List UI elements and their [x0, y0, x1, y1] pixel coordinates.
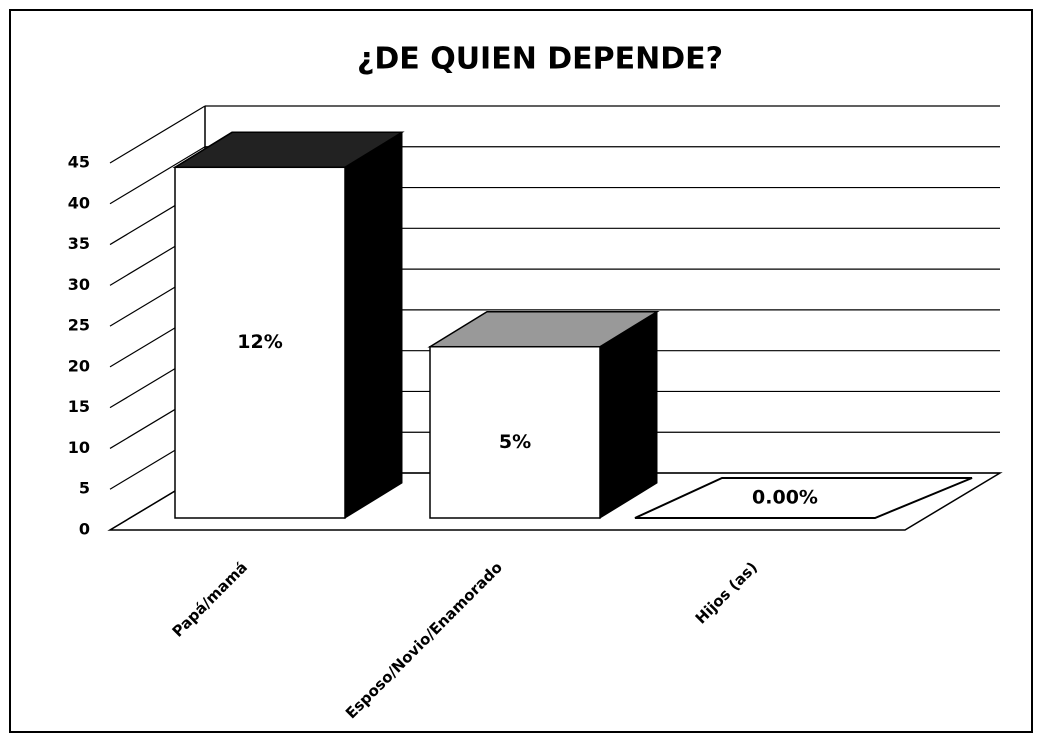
data-annotation: 0.00%: [752, 487, 818, 509]
y-tick-label: 35: [68, 234, 90, 253]
bar: [427, 310, 660, 519]
y-tick-label: 40: [68, 193, 90, 212]
y-tick-label: 10: [68, 438, 90, 457]
side-grid-line: [109, 146, 206, 205]
y-tick-label: 0: [79, 520, 90, 539]
y-tick-label: 30: [68, 275, 90, 294]
y-tick-label: 25: [68, 316, 90, 335]
bar-front: [429, 345, 601, 519]
y-tick-label: 45: [68, 153, 90, 172]
y-tick-label: 15: [68, 397, 90, 416]
bar-side: [599, 310, 658, 519]
bar-top: [634, 477, 973, 519]
bar: [634, 477, 973, 519]
side-grid-line: [109, 105, 206, 164]
y-tick-label: 5: [79, 479, 90, 498]
data-annotation: 5%: [499, 431, 531, 453]
chart-title: ¿DE QUIEN DEPENDE?: [357, 42, 723, 77]
y-tick-label: 20: [68, 356, 90, 375]
bar-front: [174, 166, 346, 519]
data-annotation: 12%: [237, 331, 282, 353]
bar: [172, 131, 405, 519]
bar-side: [344, 131, 403, 519]
